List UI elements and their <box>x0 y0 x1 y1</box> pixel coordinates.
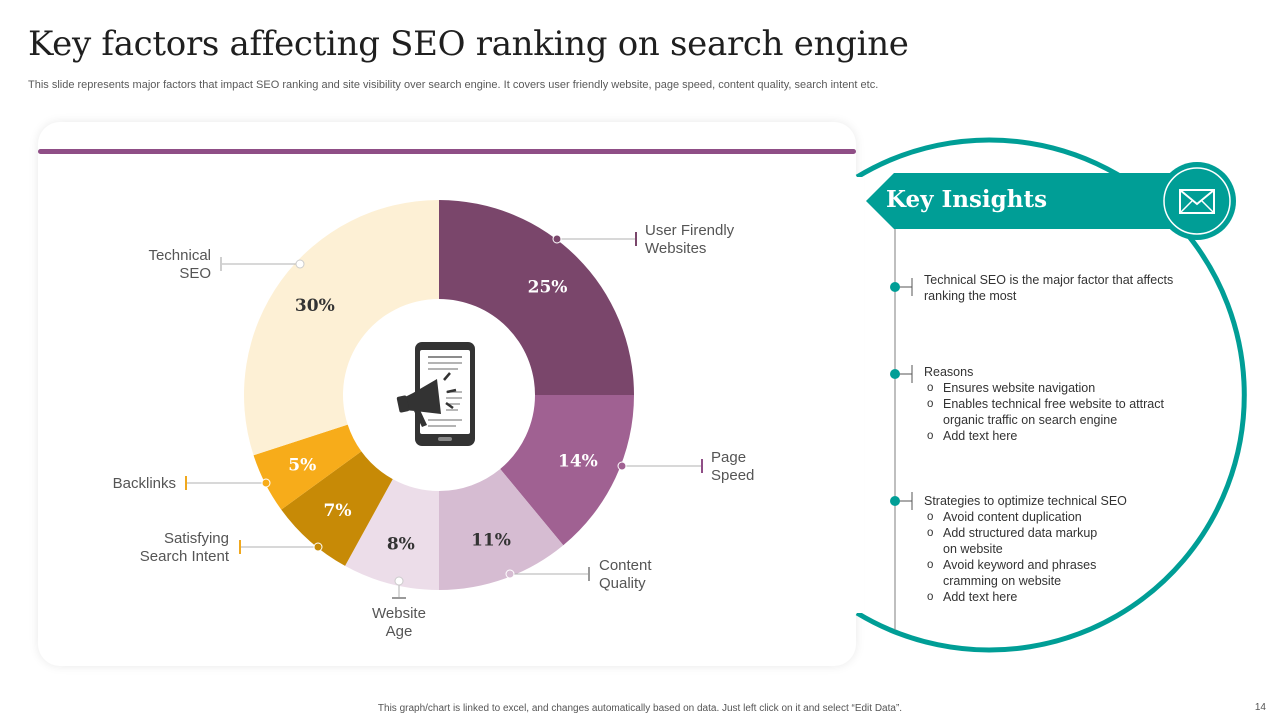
page-number: 14 <box>1254 702 1266 713</box>
leader-dot <box>394 576 404 586</box>
insight-heading-strategies: Strategies to optimize technical SEO <box>924 494 1127 508</box>
insight-block-3: Strategies to optimize technical SEO Avo… <box>924 493 1127 605</box>
slice-website-age <box>345 479 439 591</box>
leader-dot <box>552 234 562 244</box>
insight-marker-1 <box>890 278 913 296</box>
leader-dot <box>505 569 515 579</box>
value-label: 11% <box>471 530 511 550</box>
insight-bullet: Enables technical free website to attrac… <box>924 396 1164 428</box>
value-label: 14% <box>558 451 598 471</box>
insight-bullet: Add text here <box>924 428 1164 444</box>
slice-content-quality <box>439 468 564 590</box>
value-label: 5% <box>288 456 316 476</box>
insight-text: Technical SEO is the major factor that a… <box>924 273 1174 287</box>
category-label: Satisfying Search Intent <box>140 530 230 565</box>
value-label: 30% <box>295 296 335 316</box>
slice-page-speed <box>500 395 634 546</box>
category-label: Technical SEO <box>148 247 211 282</box>
insight-marker-3 <box>890 492 913 510</box>
value-label: 7% <box>323 501 351 521</box>
slice-technical-seo <box>244 200 439 456</box>
slice-user-firendly-websites <box>439 200 634 395</box>
insight-heading-reasons: Reasons <box>924 365 974 379</box>
mobile-megaphone-icon <box>396 342 475 446</box>
leader-dot <box>617 461 627 471</box>
category-label: User Firendly Websites <box>645 222 735 257</box>
insight-bullet: Add text here <box>924 589 1127 605</box>
category-label: Page Speed <box>711 449 754 484</box>
insight-block-2: Reasons Ensures website navigation Enabl… <box>924 364 1164 444</box>
insight-block-1: Technical SEO is the major factor that a… <box>924 272 1173 304</box>
insights-banner-shape <box>866 173 1197 229</box>
insight-marker-2 <box>890 365 913 383</box>
slice-backlinks <box>253 424 362 510</box>
leader-dot <box>295 259 305 269</box>
value-label: 8% <box>387 535 415 555</box>
insight-text: ranking the most <box>924 289 1017 303</box>
insights-heading: Key Insights <box>886 186 1048 213</box>
category-label: Content Quality <box>599 557 652 592</box>
value-label: 25% <box>528 277 568 297</box>
insights-arc <box>855 137 1247 653</box>
envelope-icon <box>1158 162 1236 240</box>
slice-satisfying-search-intent <box>281 451 393 566</box>
chart-card-accent-bar <box>38 149 856 154</box>
insight-bullet: Ensures website navigation <box>924 380 1164 396</box>
category-label: Backlinks <box>113 475 176 492</box>
slide-title: Key factors affecting SEO ranking on sea… <box>28 24 909 64</box>
insight-bullet: Avoid content duplication <box>924 509 1127 525</box>
slide-subtitle: This slide represents major factors that… <box>28 79 879 91</box>
leader-dot <box>261 478 271 488</box>
leader-dot <box>313 542 323 552</box>
footer-note: This graph/chart is linked to excel, and… <box>377 703 903 714</box>
category-label: Website Age <box>372 605 426 640</box>
